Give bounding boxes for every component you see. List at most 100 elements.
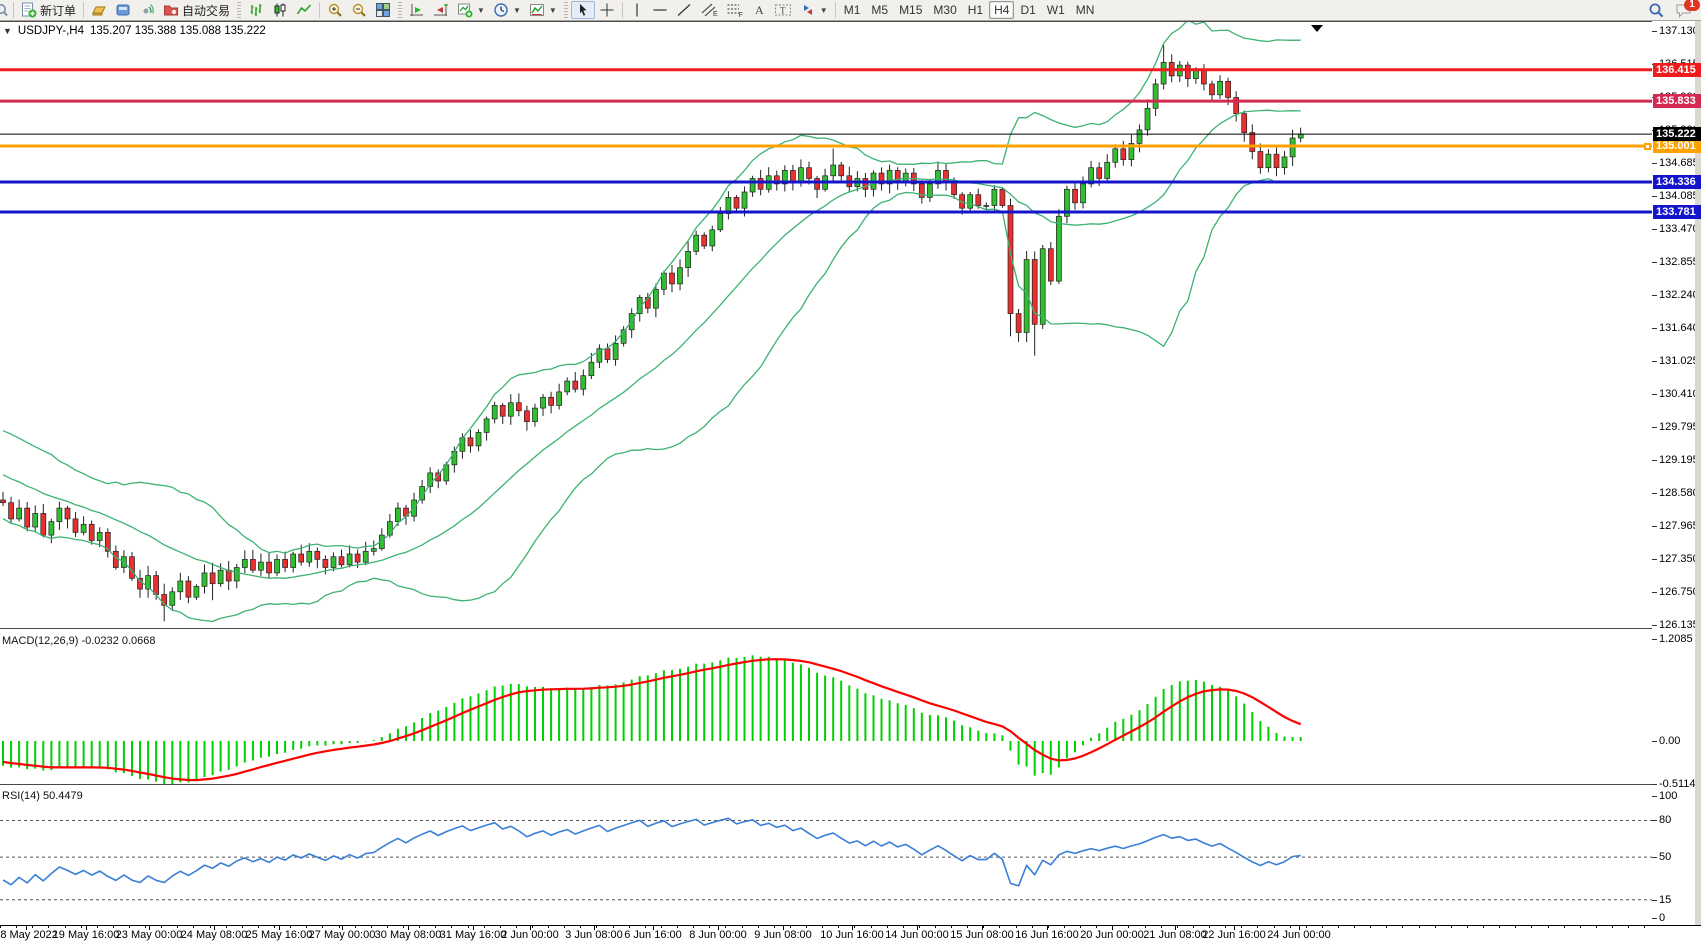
time-axis-label: 20 Jun 00:00 <box>1080 929 1144 941</box>
time-minor-tick <box>241 926 243 928</box>
new-order-button[interactable]: 新订单 <box>17 1 80 19</box>
price-label: 126.750 <box>1659 585 1699 598</box>
time-minor-tick <box>1047 926 1049 928</box>
timeframe-button-m5[interactable]: M5 <box>866 1 893 19</box>
time-minor-tick <box>1273 926 1275 928</box>
time-major-tick <box>408 926 409 930</box>
cursor-button[interactable] <box>570 1 595 19</box>
notification-badge: 1 <box>1684 0 1700 11</box>
time-minor-tick <box>548 926 550 928</box>
price-axis-gutter[interactable]: 137.130136.515135.900135.300134.685134.0… <box>1652 21 1701 925</box>
chart-shift-button[interactable] <box>429 1 453 19</box>
level-price-badge: 133.781 <box>1653 204 1701 219</box>
time-minor-tick <box>419 926 421 928</box>
signal-button[interactable] <box>135 1 159 19</box>
timeframe-button-h4[interactable]: H4 <box>989 1 1015 19</box>
timeframe-button-m1[interactable]: M1 <box>839 1 866 19</box>
time-minor-tick <box>886 926 888 928</box>
auto-scroll-button[interactable] <box>405 1 429 19</box>
price-tick <box>1652 526 1657 528</box>
macd-pane[interactable] <box>0 632 1652 784</box>
trendline-icon <box>677 4 691 16</box>
time-major-tick <box>783 926 784 930</box>
time-minor-tick <box>354 926 356 928</box>
timeframe-button-m30[interactable]: M30 <box>928 1 961 19</box>
candlestick-chart-button[interactable] <box>268 1 292 19</box>
price-tick <box>1652 163 1657 165</box>
time-major-tick <box>214 926 215 930</box>
toolbar-grip[interactable] <box>237 2 242 18</box>
arrows-button[interactable]: ▼ <box>796 1 832 19</box>
macd-label: 1.2085 <box>1659 633 1693 645</box>
chart-symbol-period: USDJPY-,H4 <box>17 25 84 37</box>
main-price-chart[interactable] <box>0 22 1652 628</box>
rsi-tick <box>1652 918 1657 920</box>
time-major-tick <box>852 926 853 930</box>
price-label: 129.795 <box>1659 421 1699 434</box>
time-minor-tick <box>1386 926 1388 928</box>
search-button[interactable] <box>1644 1 1669 19</box>
time-minor-tick <box>918 926 920 928</box>
time-minor-tick <box>1354 926 1356 928</box>
time-minor-tick <box>1595 926 1597 928</box>
timeframe-button-m15[interactable]: M15 <box>894 1 927 19</box>
rsi-pane[interactable] <box>0 788 1652 925</box>
notifications-button[interactable]: 1 <box>1675 0 1700 19</box>
timeframe-button-h1[interactable]: H1 <box>963 1 988 19</box>
separator <box>13 2 14 18</box>
bar-chart-button[interactable] <box>244 1 268 19</box>
time-axis-label: 10 Jun 16:00 <box>820 929 884 941</box>
tile-windows-icon <box>376 3 391 17</box>
time-minor-tick <box>1289 926 1291 928</box>
price-tick <box>1652 591 1657 593</box>
rsi-label: 15 <box>1659 893 1672 906</box>
autotrade-button[interactable]: 自动交易 <box>159 1 234 19</box>
gold-panel-button[interactable] <box>87 1 111 19</box>
signal-icon <box>143 3 154 14</box>
svg-text:F: F <box>738 12 742 18</box>
cursor-icon <box>579 4 587 16</box>
chart-shift-icon <box>434 4 449 16</box>
toolbar-grip[interactable] <box>563 2 568 18</box>
time-minor-tick <box>225 926 227 928</box>
zoom-out-button[interactable] <box>347 1 371 19</box>
price-label: 133.470 <box>1659 222 1699 235</box>
text-button[interactable]: A <box>748 1 770 19</box>
line-chart-button[interactable] <box>292 1 316 19</box>
hline-drag-handle[interactable] <box>1644 143 1651 151</box>
time-minor-tick <box>499 926 501 928</box>
navigator-button[interactable] <box>111 1 135 19</box>
horizontal-line-button[interactable] <box>648 1 672 19</box>
vertical-line-button[interactable] <box>626 1 648 19</box>
text-label-button[interactable]: T <box>770 1 796 19</box>
timeframe-button-mn[interactable]: MN <box>1071 1 1100 19</box>
clipped-search-icon[interactable] <box>0 2 10 18</box>
time-minor-tick <box>1466 926 1468 928</box>
periods-button[interactable]: ▼ <box>489 1 525 19</box>
tile-windows-button[interactable] <box>371 1 395 19</box>
timeframe-button-d1[interactable]: D1 <box>1015 1 1040 19</box>
autotrade-icon <box>164 5 179 16</box>
zoom-in-button[interactable] <box>323 1 347 19</box>
chart-corner-arrow-icon[interactable]: ▼ <box>3 26 12 36</box>
crosshair-button[interactable] <box>595 1 619 19</box>
indicators-button[interactable]: ▼ <box>525 1 561 19</box>
price-tick <box>1652 261 1657 263</box>
time-axis-label: 9 Jun 08:00 <box>754 929 812 941</box>
time-major-tick <box>530 926 531 930</box>
time-major-tick <box>1299 926 1300 930</box>
trendline-button[interactable] <box>672 1 696 19</box>
toolbar-grip[interactable] <box>398 2 403 18</box>
new-chart-button[interactable]: ▼ <box>453 1 489 19</box>
time-minor-tick <box>290 926 292 928</box>
time-axis[interactable]: 18 May 2022 19 May 16:00 23 May 00:00 24 Ma… <box>0 925 1701 942</box>
current-price-badge: 135.222 <box>1653 127 1701 142</box>
price-label: 127.965 <box>1659 520 1699 533</box>
equidistant-channel-button[interactable]: E <box>696 1 722 19</box>
chevron-down-icon: ▼ <box>548 5 557 15</box>
time-axis-label: 8 Jun 00:00 <box>689 929 747 941</box>
fibonacci-button[interactable]: F <box>722 1 748 19</box>
price-label: 128.580 <box>1659 486 1699 499</box>
search-icon <box>0 4 8 17</box>
timeframe-button-w1[interactable]: W1 <box>1042 1 1070 19</box>
